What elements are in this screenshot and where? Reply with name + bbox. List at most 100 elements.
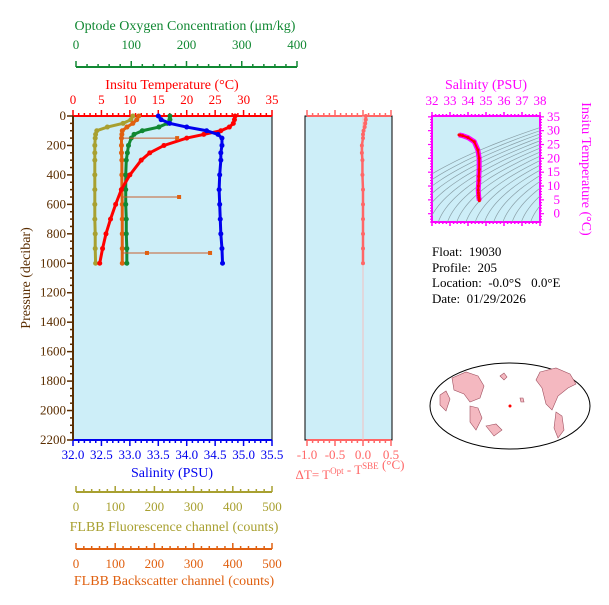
- ts-point: [477, 167, 481, 171]
- backscatter-point: [118, 150, 124, 156]
- ts-point: [472, 140, 476, 144]
- fluorescence-point: [92, 157, 98, 163]
- backscatter-point: [119, 157, 125, 163]
- oxygen-point: [124, 246, 130, 252]
- delta-t-point: [361, 202, 365, 207]
- salinity-point: [216, 187, 222, 193]
- fluorescence-axis-tick-label: 200: [145, 499, 165, 514]
- ts-x-tick-label: 38: [534, 93, 547, 108]
- fluorescence-point: [120, 120, 126, 126]
- pressure-tick-label: 1000: [40, 255, 66, 270]
- backscatter-axis-tick-label: 0: [73, 556, 80, 571]
- fluorescence-axis-tick-label: 0: [73, 499, 80, 514]
- oxygen-point: [123, 157, 129, 163]
- fluorescence-axis-tick-label: 100: [105, 499, 125, 514]
- ts-x-tick-label: 32: [426, 93, 439, 108]
- fluorescence-point: [92, 216, 98, 222]
- ts-point: [477, 193, 481, 197]
- ts-y-tick-label: 15: [547, 164, 560, 179]
- fluorescence-point: [93, 131, 99, 137]
- oxygen-point: [139, 128, 145, 134]
- fluorescence-point: [93, 260, 99, 266]
- delta-t-point: [363, 117, 368, 122]
- delta-t-point: [359, 150, 364, 155]
- oxygen-point: [167, 117, 173, 123]
- pressure-tick-label: 1800: [40, 373, 66, 388]
- salinity-axis-tick-label: 35.0: [232, 447, 255, 462]
- delta-t-point: [361, 217, 365, 222]
- fluorescence-axis-tick-label: 500: [262, 499, 282, 514]
- pressure-tick-label: 600: [47, 196, 67, 211]
- pressure-tick-label: 1400: [40, 314, 66, 329]
- date: Date: 01/29/2026: [432, 290, 526, 306]
- ts-x-tick-label: 33: [444, 93, 457, 108]
- fluorescence-point: [92, 172, 98, 178]
- fluorescence-point: [92, 201, 98, 207]
- salinity-axis-title: Salinity (PSU): [131, 466, 213, 481]
- temperature-axis-title: Insitu Temperature (°C): [105, 78, 239, 93]
- ts-point: [476, 188, 480, 192]
- delta-t-point: [361, 231, 365, 236]
- ts-y-tick-label: 25: [547, 137, 560, 152]
- salinity-axis-tick-label: 34.5: [204, 447, 227, 462]
- pressure-tick-label: 200: [47, 137, 67, 152]
- map-land: [499, 372, 508, 381]
- temperature-point: [230, 120, 236, 126]
- temperature-axis-tick-label: 30: [237, 92, 250, 107]
- pressure-axis-title: Pressure (decibar): [19, 227, 34, 329]
- pressure-tick-label: 2200: [40, 432, 66, 447]
- delta-t-point: [361, 187, 365, 192]
- pressure-tick-label: 800: [47, 226, 67, 241]
- ts-point: [476, 184, 480, 188]
- float-location-marker: [508, 404, 512, 408]
- backscatter-axis-tick-label: 500: [262, 556, 282, 571]
- delta-t-point: [361, 128, 366, 133]
- backscatter-point: [119, 201, 125, 207]
- float-info: Float: 19030 Profile: 205 Location: -0.0…: [432, 244, 560, 306]
- temperature-point: [100, 246, 106, 252]
- backscatter-point: [119, 172, 125, 178]
- temperature-point: [138, 157, 144, 163]
- temperature-point: [147, 150, 153, 156]
- oxygen-point: [124, 260, 130, 266]
- salinity-point: [219, 135, 225, 141]
- ts-point: [476, 148, 480, 152]
- temperature-point: [113, 201, 119, 207]
- backscatter-point: [119, 131, 125, 137]
- location: Location: -0.0°S 0.0°E: [432, 275, 561, 290]
- fluorescence-axis-tick-label: 400: [223, 499, 243, 514]
- oxygen-point: [131, 131, 137, 137]
- backscatter-point: [119, 246, 125, 252]
- delta-t-axis-tick-label: -1.0: [297, 447, 318, 462]
- pressure-tick-label: 1200: [40, 285, 66, 300]
- backscatter-spike-point: [144, 250, 149, 255]
- oxygen-point: [123, 201, 129, 207]
- ts-y-tick-label: 5: [554, 192, 561, 207]
- temperature-axis-tick-label: 10: [123, 92, 136, 107]
- oxygen-point: [123, 187, 129, 193]
- ts-point: [461, 134, 465, 138]
- map-land: [439, 390, 451, 412]
- temperature-point: [232, 113, 238, 119]
- backscatter-spike-point: [177, 195, 182, 199]
- density-contour: [511, 187, 540, 222]
- salinity-point: [158, 117, 164, 123]
- backscatter-point: [130, 120, 136, 126]
- ts-y-tick-label: 10: [547, 178, 560, 193]
- salinity-point: [215, 131, 221, 137]
- ts-x-tick-label: 37: [516, 93, 530, 108]
- map-land: [485, 423, 503, 437]
- temperature-point: [201, 131, 207, 137]
- density-contour: [432, 136, 540, 194]
- fluorescence-point: [92, 142, 98, 148]
- salinity-point: [167, 120, 173, 126]
- temperature-axis-tick-label: 5: [98, 92, 105, 107]
- density-contour: [521, 195, 540, 222]
- backscatter-point: [134, 117, 140, 123]
- temperature-point: [226, 124, 232, 130]
- ts-point: [458, 133, 462, 137]
- delta-t-point: [363, 114, 368, 118]
- ts-y-tick-label: 0: [554, 206, 561, 221]
- fluorescence-point: [92, 150, 98, 156]
- pressure-tick-label: 1600: [40, 344, 66, 359]
